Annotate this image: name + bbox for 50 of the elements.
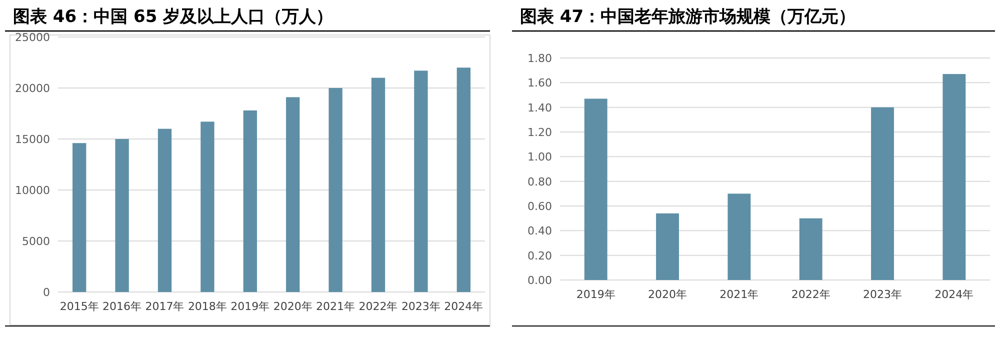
- y-tick-label: 20000: [15, 82, 50, 95]
- x-tick-label: 2024年: [934, 288, 974, 301]
- bar: [414, 70, 428, 292]
- y-tick-label: 1.00: [528, 150, 552, 164]
- y-tick-label: 1.80: [528, 52, 552, 65]
- x-tick-label: 2019年: [230, 300, 270, 313]
- y-tick-label: 0.80: [528, 175, 552, 188]
- bar: [115, 139, 129, 292]
- x-tick-label: 2020年: [648, 288, 687, 301]
- y-tick-label: 0.20: [528, 249, 552, 262]
- bar: [243, 110, 257, 292]
- y-tick-label: 0: [43, 286, 50, 299]
- chart-title: 图表 47：中国老年旅游市场规模（万亿元）: [520, 7, 856, 27]
- bar: [456, 68, 470, 292]
- bar: [656, 213, 679, 280]
- bar: [371, 78, 386, 292]
- x-tick-label: 2019年: [576, 288, 616, 301]
- bar: [286, 97, 300, 292]
- y-tick-label: 0.00: [528, 274, 552, 287]
- x-tick-label: 2020年: [273, 300, 312, 313]
- x-tick-label: 2016年: [102, 300, 142, 313]
- bar: [871, 107, 894, 280]
- bar: [200, 122, 214, 292]
- bar: [328, 88, 342, 292]
- y-tick-label: 10000: [15, 184, 50, 197]
- x-tick-label: 2023年: [863, 288, 902, 301]
- y-tick-label: 15000: [15, 133, 50, 146]
- y-tick-label: 25000: [15, 31, 50, 44]
- y-tick-label: 1.40: [528, 101, 552, 114]
- y-tick-label: 0.40: [528, 224, 552, 238]
- x-tick-label: 2021年: [720, 288, 759, 301]
- x-tick-label: 2021年: [316, 300, 356, 313]
- bar: [72, 143, 86, 292]
- y-tick-label: 1.60: [528, 76, 552, 90]
- x-tick-label: 2017年: [145, 300, 184, 313]
- bar: [584, 98, 608, 280]
- x-tick-label: 2018年: [188, 300, 227, 313]
- x-tick-label: 2024年: [444, 300, 484, 313]
- x-tick-label: 2023年: [401, 300, 440, 313]
- y-tick-label: 5000: [22, 235, 50, 248]
- bar: [799, 218, 822, 280]
- x-tick-label: 2022年: [358, 300, 398, 313]
- x-tick-label: 2015年: [60, 300, 99, 313]
- bar: [942, 74, 966, 280]
- bar: [728, 194, 751, 280]
- y-tick-label: 1.20: [528, 126, 552, 139]
- y-tick-label: 0.60: [528, 200, 552, 213]
- bar: [158, 128, 172, 292]
- chart-title: 图表 46：中国 65 岁及以上人口（万人）: [13, 7, 334, 27]
- x-tick-label: 2022年: [791, 288, 830, 301]
